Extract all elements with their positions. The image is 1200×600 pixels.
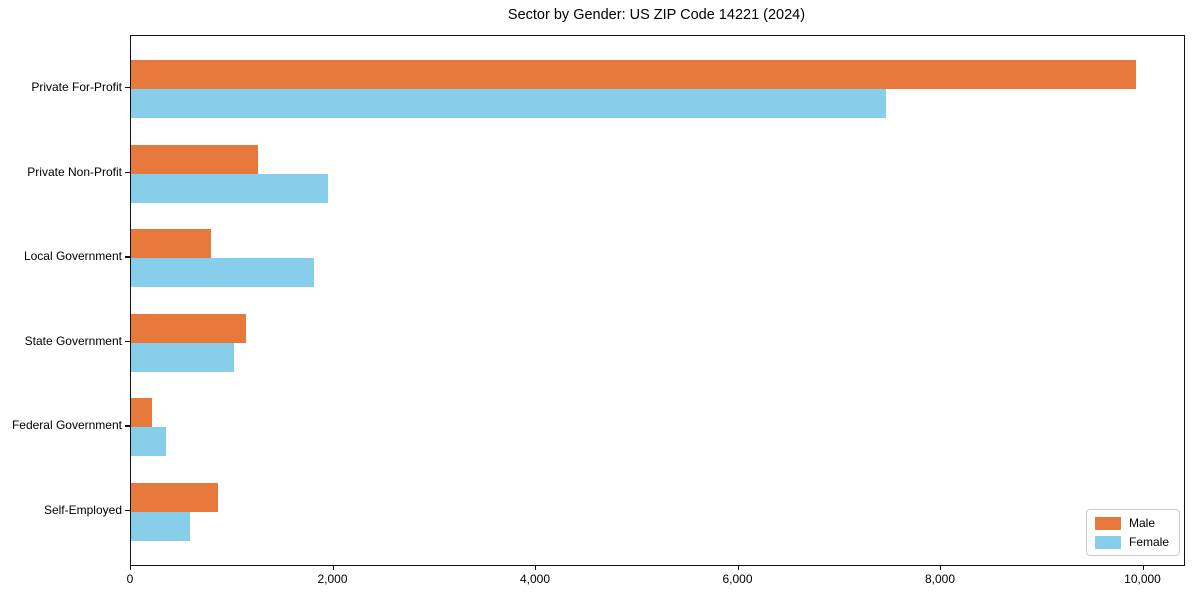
ytick-label-self-employed: Self-Employed [43, 503, 122, 517]
ytick-label-local-government: Local Government [23, 249, 122, 264]
legend-swatch-female [1095, 535, 1121, 549]
bar-male-private-for-profit [131, 60, 1136, 89]
xtick-mark [130, 565, 132, 570]
plot-area [130, 35, 1185, 566]
legend-item-female: Female [1095, 535, 1169, 549]
bar-female-state-government [131, 342, 234, 372]
bar-female-private-non-profit [131, 173, 328, 203]
legend-label: Female [1129, 535, 1170, 549]
ytick-label-private-for-profit: Private For-Profit [31, 80, 122, 94]
ytick-mark [125, 340, 130, 343]
bar-male-local-government [131, 229, 211, 259]
xtick-label-0: 0 [126, 572, 134, 586]
xtick-label-10000: 10,000 [1124, 572, 1161, 586]
chart-title: Sector by Gender: US ZIP Code 14221 (202… [507, 7, 806, 23]
bar-male-state-government [131, 313, 246, 343]
xtick-label-8000: 8,000 [924, 572, 956, 586]
bar-female-local-government [131, 258, 314, 288]
xtick-mark [332, 565, 334, 570]
xtick-mark [1142, 565, 1144, 570]
ytick-label-state-government: State Government [24, 333, 122, 348]
bar-male-self-employed [131, 483, 218, 512]
xtick-label-6000: 6,000 [722, 572, 753, 586]
xtick-mark [940, 565, 942, 570]
bar-female-self-employed [131, 512, 190, 541]
bar-female-private-for-profit [131, 89, 886, 118]
legend: Male Female [1086, 509, 1181, 556]
ytick-mark [125, 425, 130, 427]
legend-label: Male [1129, 516, 1156, 530]
bar-female-federal-government [131, 427, 166, 457]
ytick-mark [125, 87, 130, 89]
xtick-mark [535, 565, 537, 570]
ytick-label-federal-government: Federal Government [11, 418, 122, 433]
ytick-mark [125, 510, 130, 512]
legend-swatch-male [1095, 516, 1121, 530]
xtick-label-4000: 4,000 [519, 572, 551, 586]
ytick-mark [125, 171, 130, 173]
legend-item-male: Male [1095, 516, 1169, 530]
xtick-label-2000: 2,000 [317, 572, 348, 586]
xtick-mark [737, 565, 739, 570]
ytick-mark [125, 256, 130, 258]
bar-male-private-non-profit [131, 144, 258, 174]
ytick-label-private-non-profit: Private Non-Profit [27, 164, 122, 179]
bar-male-federal-government [131, 398, 152, 428]
